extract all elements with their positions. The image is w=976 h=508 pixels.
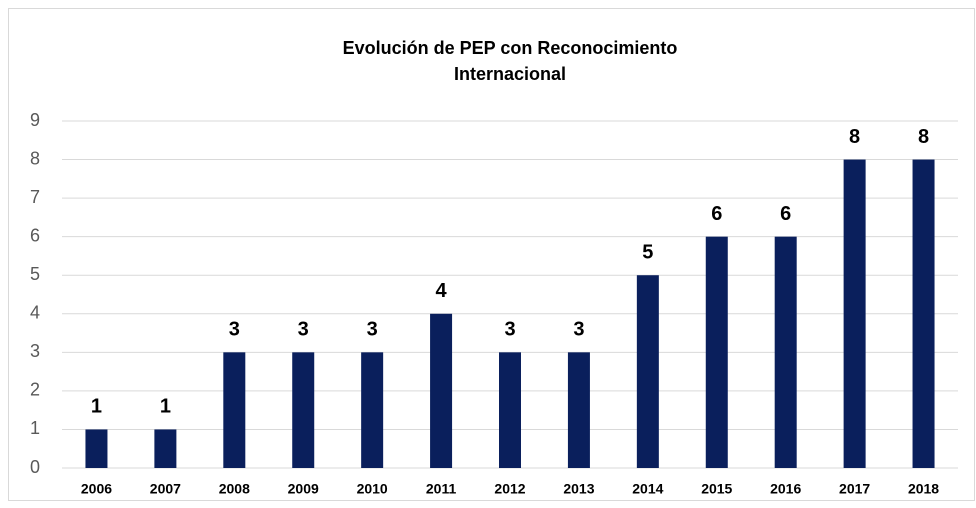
x-tick-label: 2010 bbox=[357, 481, 388, 497]
bar bbox=[705, 236, 728, 468]
y-tick-label: 9 bbox=[30, 110, 40, 130]
x-tick-label: 2009 bbox=[288, 481, 319, 497]
data-label: 4 bbox=[436, 280, 448, 302]
x-tick-label: 2013 bbox=[563, 481, 594, 497]
x-tick-label: 2014 bbox=[632, 481, 663, 497]
data-label: 5 bbox=[642, 242, 653, 264]
data-label: 3 bbox=[573, 319, 584, 341]
x-tick-label: 2015 bbox=[701, 481, 732, 497]
y-tick-label: 8 bbox=[30, 148, 40, 168]
x-tick-label: 2018 bbox=[908, 481, 939, 497]
x-tick-label: 2008 bbox=[219, 481, 250, 497]
data-label: 8 bbox=[918, 126, 929, 148]
bar bbox=[292, 352, 315, 468]
chart-title: Internacional bbox=[454, 64, 566, 84]
y-tick-label: 1 bbox=[30, 418, 40, 438]
bar bbox=[567, 352, 590, 468]
data-label: 3 bbox=[504, 319, 515, 341]
data-label: 1 bbox=[91, 396, 102, 418]
data-label: 6 bbox=[711, 203, 722, 225]
chart-border bbox=[8, 8, 975, 501]
data-label: 3 bbox=[298, 319, 309, 341]
bar bbox=[85, 429, 108, 468]
x-tick-label: 2017 bbox=[839, 481, 870, 497]
y-tick-label: 5 bbox=[30, 264, 40, 284]
bar bbox=[223, 352, 246, 468]
bar bbox=[430, 313, 453, 468]
y-tick-label: 6 bbox=[30, 225, 40, 245]
x-tick-label: 2006 bbox=[81, 481, 112, 497]
bar bbox=[636, 275, 659, 468]
y-tick-label: 4 bbox=[30, 303, 40, 323]
data-label: 3 bbox=[229, 319, 240, 341]
x-tick-label: 2011 bbox=[426, 481, 457, 497]
bar bbox=[912, 159, 935, 469]
y-tick-label: 2 bbox=[30, 380, 40, 400]
x-tick-label: 2016 bbox=[770, 481, 801, 497]
bar bbox=[154, 429, 177, 468]
data-label: 8 bbox=[849, 126, 860, 148]
bar bbox=[843, 159, 866, 469]
x-tick-label: 2012 bbox=[494, 481, 525, 497]
y-tick-label: 7 bbox=[30, 187, 40, 207]
x-tick-label: 2007 bbox=[150, 481, 181, 497]
bar bbox=[499, 352, 521, 468]
data-label: 6 bbox=[780, 203, 791, 225]
y-tick-label: 3 bbox=[30, 341, 40, 361]
data-label: 1 bbox=[160, 396, 171, 418]
bar bbox=[361, 352, 384, 468]
y-tick-label: 0 bbox=[30, 457, 40, 477]
chart-title: Evolución de PEP con Reconocimiento bbox=[343, 38, 678, 58]
data-label: 3 bbox=[367, 319, 378, 341]
bar bbox=[774, 236, 797, 468]
